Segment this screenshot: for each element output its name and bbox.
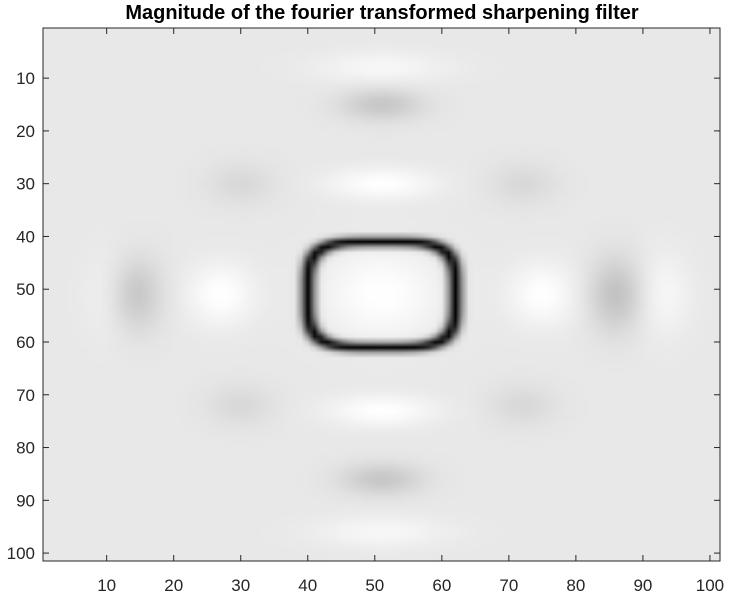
- x-tick-label-40: 40: [298, 576, 317, 595]
- y-tick-label-80: 80: [16, 439, 35, 458]
- y-tick-label-70: 70: [16, 386, 35, 405]
- axis-tick-labels: 10 20 30 40 50 60 70 80 90 100 10 20 30 40 50 60 70 80 90 1…: [7, 69, 725, 595]
- y-tick-label-40: 40: [16, 227, 35, 246]
- x-tick-label-60: 60: [432, 576, 451, 595]
- heatmap-raster: [43, 28, 720, 561]
- axes-frame: [42, 27, 721, 562]
- y-tick-label-10: 10: [16, 69, 35, 88]
- x-tick-label-50: 50: [365, 576, 384, 595]
- x-tick-label-20: 20: [164, 576, 183, 595]
- x-tick-label-10: 10: [97, 576, 116, 595]
- x-tick-label-70: 70: [499, 576, 518, 595]
- x-tick-label-100: 100: [696, 576, 724, 595]
- y-tick-label-30: 30: [16, 175, 35, 194]
- y-tick-label-20: 20: [16, 122, 35, 141]
- x-tick-label-80: 80: [566, 576, 585, 595]
- y-tick-label-100: 100: [7, 544, 35, 563]
- heatmap-image: [43, 28, 720, 561]
- x-tick-label-30: 30: [231, 576, 250, 595]
- y-tick-label-60: 60: [16, 333, 35, 352]
- axis-ticks: [43, 28, 720, 561]
- x-tick-label-90: 90: [633, 576, 652, 595]
- y-tick-label-90: 90: [16, 491, 35, 510]
- chart-title: Magnitude of the fourier transformed sha…: [125, 2, 639, 24]
- y-tick-label-50: 50: [16, 280, 35, 299]
